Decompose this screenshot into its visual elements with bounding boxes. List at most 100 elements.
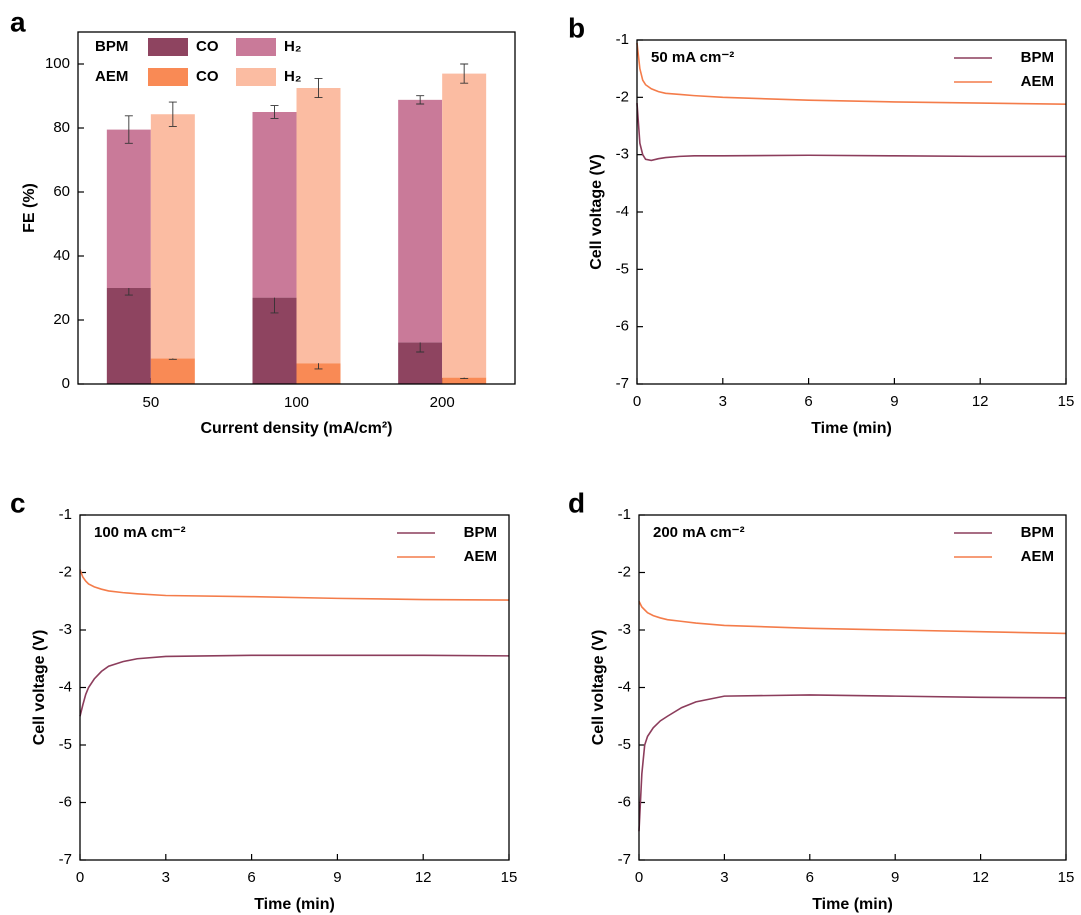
x-tick-label: 15	[1058, 393, 1075, 410]
x-tick-label: 9	[333, 869, 341, 886]
x-tick-label: 12	[972, 869, 989, 886]
y-tick-label: -7	[618, 851, 631, 868]
bar-segment	[150, 358, 195, 384]
bar-segment	[252, 112, 297, 298]
y-tick-label: -3	[59, 621, 72, 638]
error-bar	[460, 63, 469, 84]
plot-frame	[638, 514, 1067, 861]
panel-label: c	[10, 487, 26, 518]
error-bar	[124, 115, 133, 144]
x-tick-label: 6	[806, 869, 814, 886]
legend-swatch	[236, 38, 276, 56]
y-tick-label: 0	[62, 375, 70, 392]
x-tick-label: 6	[804, 393, 812, 410]
series-line	[636, 103, 1066, 162]
legend-label: H₂	[284, 38, 302, 55]
legend-swatch	[148, 68, 188, 86]
x-tick-label: 9	[891, 869, 899, 886]
plot-frame	[79, 514, 510, 861]
x-axis-label: Time (min)	[812, 896, 893, 913]
bar-segment	[296, 88, 341, 364]
y-tick-label: -4	[59, 678, 72, 695]
y-tick-label: -5	[59, 736, 72, 753]
legend-label: H₂	[284, 68, 302, 85]
y-tick-label: -5	[616, 260, 629, 277]
legend-swatch	[236, 68, 276, 86]
y-tick-label: -3	[618, 621, 631, 638]
x-tick-label: 15	[501, 869, 518, 886]
legend-swatch	[148, 38, 188, 56]
panel-label: d	[568, 487, 585, 518]
legend-group: AEM	[95, 68, 128, 85]
legend-label: AEM	[1021, 548, 1054, 565]
annotation: 100 mA cm⁻²	[94, 524, 186, 541]
y-tick-label: -6	[618, 793, 631, 810]
y-tick-label: -3	[616, 146, 629, 163]
x-tick-label: 3	[720, 869, 728, 886]
series-line	[636, 42, 1067, 106]
y-tick-label: -2	[616, 88, 629, 105]
y-tick-label: -7	[616, 375, 629, 392]
panel-label: b	[568, 12, 585, 43]
bar-segment	[106, 129, 151, 288]
x-tick-label: 0	[76, 869, 84, 886]
bar-segment	[296, 363, 341, 384]
x-axis-label: Time (min)	[811, 420, 892, 437]
series-line	[79, 654, 510, 717]
y-tick-label: -1	[59, 506, 72, 523]
y-tick-label: -2	[59, 563, 72, 580]
bar-segment	[150, 114, 195, 359]
x-tick-label: 3	[719, 393, 727, 410]
x-tick-label: 3	[162, 869, 170, 886]
legend-label: BPM	[464, 524, 497, 541]
legend-group: BPM	[95, 38, 128, 55]
bar-segment	[106, 288, 151, 384]
y-tick-label: 100	[45, 55, 70, 72]
y-axis-label: Cell voltage (V)	[31, 630, 48, 746]
y-axis-label: FE (%)	[21, 183, 38, 233]
legend-label: AEM	[1021, 73, 1054, 90]
legend-label: BPM	[1021, 524, 1054, 541]
error-bar	[314, 77, 323, 99]
x-tick-label: 0	[633, 393, 641, 410]
x-axis-label: Current density (mA/cm²)	[200, 420, 392, 437]
series-line	[79, 569, 510, 601]
annotation: 50 mA cm⁻²	[651, 49, 734, 66]
x-tick-label: 12	[415, 869, 432, 886]
y-axis-label: Cell voltage (V)	[588, 154, 605, 270]
series-line	[638, 694, 1067, 832]
legend-label: BPM	[1021, 49, 1054, 66]
x-tick-label: 15	[1058, 869, 1075, 886]
legend-label: CO	[196, 68, 219, 85]
y-tick-label: 40	[53, 247, 70, 264]
y-tick-label: 60	[53, 183, 70, 200]
annotation: 200 mA cm⁻²	[653, 524, 745, 541]
x-axis-label: Time (min)	[254, 896, 335, 913]
legend-label: AEM	[464, 548, 497, 565]
error-bar	[168, 101, 177, 127]
x-tick-label: 0	[635, 869, 643, 886]
y-axis-label: Cell voltage (V)	[590, 630, 607, 746]
y-tick-label: -4	[616, 203, 629, 220]
y-tick-label: -2	[618, 563, 631, 580]
y-tick-label: 80	[53, 119, 70, 136]
error-bar	[416, 95, 425, 105]
x-tick-label: 200	[430, 394, 455, 411]
x-tick-label: 9	[890, 393, 898, 410]
x-tick-label: 6	[247, 869, 255, 886]
error-bar	[270, 105, 279, 119]
y-tick-label: -6	[616, 318, 629, 335]
x-tick-label: 100	[284, 394, 309, 411]
y-tick-label: -4	[618, 678, 631, 695]
x-tick-label: 50	[142, 394, 159, 411]
y-tick-label: -1	[618, 506, 631, 523]
legend-label: CO	[196, 38, 219, 55]
bar-segment	[442, 73, 487, 378]
bar-segment	[442, 377, 487, 384]
panel-label: a	[10, 6, 26, 37]
y-tick-label: 20	[53, 311, 70, 328]
bar-segment	[398, 99, 443, 343]
y-tick-label: -7	[59, 851, 72, 868]
y-tick-label: -5	[618, 736, 631, 753]
y-tick-label: -1	[616, 31, 629, 48]
